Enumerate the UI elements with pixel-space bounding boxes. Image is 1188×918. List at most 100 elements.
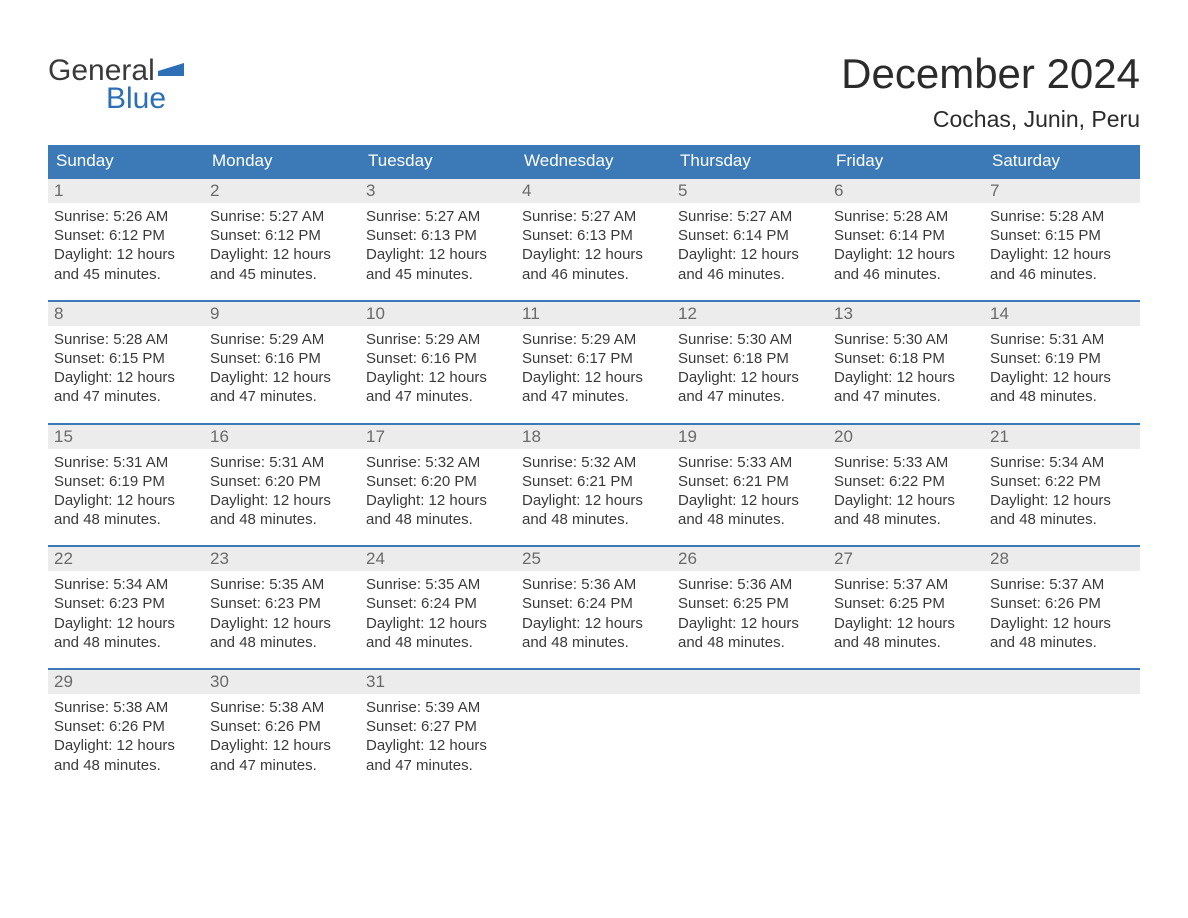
day-number: [672, 670, 828, 694]
weekday-header: Sunday: [48, 145, 204, 177]
day-number: 13: [828, 302, 984, 326]
day-number: 15: [48, 425, 204, 449]
sunset-line: Sunset: 6:26 PM: [210, 717, 354, 736]
weekday-header: Monday: [204, 145, 360, 177]
day-details: Sunrise: 5:38 AMSunset: 6:26 PMDaylight:…: [48, 694, 204, 777]
day-cell: 1Sunrise: 5:26 AMSunset: 6:12 PMDaylight…: [48, 179, 204, 286]
header: General Blue December 2024 Cochas, Junin…: [48, 50, 1140, 133]
day-number: 29: [48, 670, 204, 694]
sunrise-line: Sunrise: 5:35 AM: [366, 575, 510, 594]
calendar: SundayMondayTuesdayWednesdayThursdayFrid…: [48, 145, 1140, 777]
day-number: 6: [828, 179, 984, 203]
week-row: 29Sunrise: 5:38 AMSunset: 6:26 PMDayligh…: [48, 668, 1140, 777]
day-number: 10: [360, 302, 516, 326]
sunrise-line: Sunrise: 5:26 AM: [54, 207, 198, 226]
day-cell: 17Sunrise: 5:32 AMSunset: 6:20 PMDayligh…: [360, 425, 516, 532]
sunrise-line: Sunrise: 5:30 AM: [678, 330, 822, 349]
daylight-line: Daylight: 12 hours: [678, 614, 822, 633]
day-cell: 27Sunrise: 5:37 AMSunset: 6:25 PMDayligh…: [828, 547, 984, 654]
day-number: 1: [48, 179, 204, 203]
weekday-header: Friday: [828, 145, 984, 177]
weekday-header: Wednesday: [516, 145, 672, 177]
sunrise-line: Sunrise: 5:29 AM: [366, 330, 510, 349]
daylight-line: Daylight: 12 hours: [522, 245, 666, 264]
day-details: Sunrise: 5:26 AMSunset: 6:12 PMDaylight:…: [48, 203, 204, 286]
sunrise-line: Sunrise: 5:35 AM: [210, 575, 354, 594]
day-details: Sunrise: 5:28 AMSunset: 6:15 PMDaylight:…: [48, 326, 204, 409]
sunset-line: Sunset: 6:21 PM: [678, 472, 822, 491]
daylight-line: Daylight: 12 hours: [834, 491, 978, 510]
day-number: 27: [828, 547, 984, 571]
title-block: December 2024 Cochas, Junin, Peru: [841, 50, 1140, 133]
daylight-line: Daylight: 12 hours: [522, 491, 666, 510]
sunrise-line: Sunrise: 5:28 AM: [990, 207, 1134, 226]
day-cell: [516, 670, 672, 777]
day-number: 8: [48, 302, 204, 326]
sunrise-line: Sunrise: 5:27 AM: [210, 207, 354, 226]
daylight-line: and 46 minutes.: [834, 265, 978, 284]
day-details: Sunrise: 5:32 AMSunset: 6:21 PMDaylight:…: [516, 449, 672, 532]
daylight-line: and 48 minutes.: [54, 633, 198, 652]
sunrise-line: Sunrise: 5:29 AM: [522, 330, 666, 349]
day-cell: 23Sunrise: 5:35 AMSunset: 6:23 PMDayligh…: [204, 547, 360, 654]
sunset-line: Sunset: 6:16 PM: [210, 349, 354, 368]
day-cell: 6Sunrise: 5:28 AMSunset: 6:14 PMDaylight…: [828, 179, 984, 286]
day-number: 24: [360, 547, 516, 571]
sunrise-line: Sunrise: 5:37 AM: [834, 575, 978, 594]
daylight-line: and 48 minutes.: [366, 633, 510, 652]
day-cell: 20Sunrise: 5:33 AMSunset: 6:22 PMDayligh…: [828, 425, 984, 532]
daylight-line: and 48 minutes.: [522, 510, 666, 529]
day-details: Sunrise: 5:31 AMSunset: 6:19 PMDaylight:…: [48, 449, 204, 532]
day-cell: 9Sunrise: 5:29 AMSunset: 6:16 PMDaylight…: [204, 302, 360, 409]
sunset-line: Sunset: 6:17 PM: [522, 349, 666, 368]
day-details: Sunrise: 5:35 AMSunset: 6:24 PMDaylight:…: [360, 571, 516, 654]
day-details: Sunrise: 5:35 AMSunset: 6:23 PMDaylight:…: [204, 571, 360, 654]
daylight-line: and 46 minutes.: [522, 265, 666, 284]
daylight-line: Daylight: 12 hours: [834, 245, 978, 264]
daylight-line: Daylight: 12 hours: [834, 614, 978, 633]
sunset-line: Sunset: 6:19 PM: [990, 349, 1134, 368]
daylight-line: Daylight: 12 hours: [366, 245, 510, 264]
day-details: Sunrise: 5:34 AMSunset: 6:22 PMDaylight:…: [984, 449, 1140, 532]
day-cell: 12Sunrise: 5:30 AMSunset: 6:18 PMDayligh…: [672, 302, 828, 409]
sunset-line: Sunset: 6:15 PM: [990, 226, 1134, 245]
daylight-line: Daylight: 12 hours: [834, 368, 978, 387]
day-details: Sunrise: 5:32 AMSunset: 6:20 PMDaylight:…: [360, 449, 516, 532]
day-number: 12: [672, 302, 828, 326]
daylight-line: and 47 minutes.: [834, 387, 978, 406]
day-cell: 22Sunrise: 5:34 AMSunset: 6:23 PMDayligh…: [48, 547, 204, 654]
weekday-header-row: SundayMondayTuesdayWednesdayThursdayFrid…: [48, 145, 1140, 177]
day-number: 26: [672, 547, 828, 571]
daylight-line: Daylight: 12 hours: [366, 368, 510, 387]
daylight-line: Daylight: 12 hours: [210, 368, 354, 387]
daylight-line: and 48 minutes.: [834, 633, 978, 652]
day-cell: 28Sunrise: 5:37 AMSunset: 6:26 PMDayligh…: [984, 547, 1140, 654]
day-cell: 24Sunrise: 5:35 AMSunset: 6:24 PMDayligh…: [360, 547, 516, 654]
day-number: 18: [516, 425, 672, 449]
sunrise-line: Sunrise: 5:28 AM: [54, 330, 198, 349]
day-cell: 25Sunrise: 5:36 AMSunset: 6:24 PMDayligh…: [516, 547, 672, 654]
daylight-line: Daylight: 12 hours: [990, 368, 1134, 387]
day-details: Sunrise: 5:28 AMSunset: 6:15 PMDaylight:…: [984, 203, 1140, 286]
day-number: 31: [360, 670, 516, 694]
day-cell: 14Sunrise: 5:31 AMSunset: 6:19 PMDayligh…: [984, 302, 1140, 409]
day-details: Sunrise: 5:33 AMSunset: 6:22 PMDaylight:…: [828, 449, 984, 532]
sunset-line: Sunset: 6:26 PM: [990, 594, 1134, 613]
daylight-line: Daylight: 12 hours: [678, 245, 822, 264]
day-details: Sunrise: 5:31 AMSunset: 6:19 PMDaylight:…: [984, 326, 1140, 409]
daylight-line: and 47 minutes.: [522, 387, 666, 406]
daylight-line: and 48 minutes.: [678, 510, 822, 529]
day-number: 20: [828, 425, 984, 449]
daylight-line: Daylight: 12 hours: [54, 368, 198, 387]
sunset-line: Sunset: 6:14 PM: [678, 226, 822, 245]
week-row: 8Sunrise: 5:28 AMSunset: 6:15 PMDaylight…: [48, 300, 1140, 409]
daylight-line: Daylight: 12 hours: [210, 491, 354, 510]
sunrise-line: Sunrise: 5:29 AM: [210, 330, 354, 349]
sunset-line: Sunset: 6:21 PM: [522, 472, 666, 491]
sunrise-line: Sunrise: 5:27 AM: [522, 207, 666, 226]
day-number: 3: [360, 179, 516, 203]
sunset-line: Sunset: 6:19 PM: [54, 472, 198, 491]
sunset-line: Sunset: 6:20 PM: [366, 472, 510, 491]
sunrise-line: Sunrise: 5:37 AM: [990, 575, 1134, 594]
sunrise-line: Sunrise: 5:32 AM: [366, 453, 510, 472]
